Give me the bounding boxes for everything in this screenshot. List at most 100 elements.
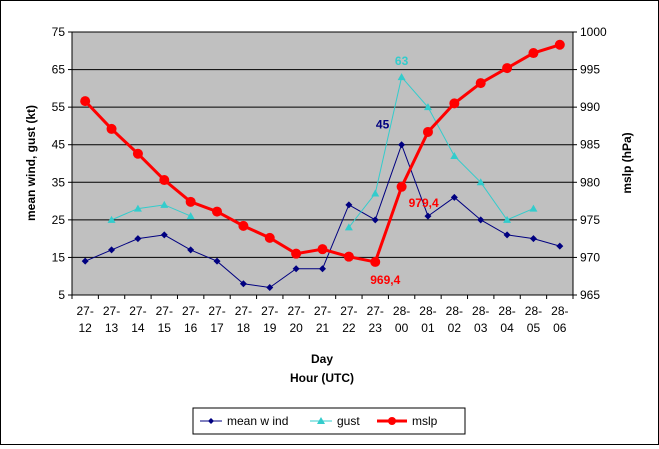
data-point-triangle (450, 151, 459, 159)
data-label: 979,4 (409, 196, 439, 210)
y2-axis-title: mslp (hPa) (620, 132, 634, 193)
data-point-triangle (397, 73, 406, 81)
data-point-circle (185, 196, 196, 207)
x-tick-label-hour: 19 (263, 321, 277, 335)
x-tick-label-day: 27- (287, 304, 304, 318)
data-point-circle (475, 78, 486, 89)
data-point-diamond (345, 201, 353, 209)
data-label: 63 (395, 54, 409, 68)
data-point-circle (106, 123, 117, 134)
data-point-diamond (398, 141, 406, 149)
x-tick-label-hour: 05 (527, 321, 541, 335)
x-tick-label-hour: 21 (316, 321, 330, 335)
x-tick-label-day: 27- (103, 304, 120, 318)
x-tick-label-hour: 13 (105, 321, 119, 335)
y-axis-right: 965 970 975 980 985 990 995 1000 (572, 25, 607, 302)
y-axis-left: 5 15 25 35 45 55 65 75 (52, 25, 73, 302)
data-point-circle (449, 98, 460, 109)
series-gust (107, 73, 538, 231)
x-tick-label-hour: 00 (395, 321, 409, 335)
data-point-circle (80, 96, 91, 107)
legend-item-gust: gust (310, 414, 360, 428)
data-point-circle (132, 148, 143, 159)
annotations: 63 45 979,4 969,4 (370, 54, 439, 287)
series-layer (80, 39, 565, 291)
gridlines (72, 31, 573, 258)
data-point-diamond (213, 257, 221, 265)
x-tick-label-day: 27- (129, 304, 146, 318)
data-point-diamond (371, 216, 379, 224)
y-tick-label: 25 (52, 213, 66, 227)
data-point-circle (291, 248, 302, 259)
x-tick-label-day: 27- (340, 304, 357, 318)
y2-tick-label: 1000 (580, 25, 607, 39)
series-line (111, 204, 191, 221)
data-point-circle (317, 244, 328, 255)
data-point-triangle (529, 204, 538, 212)
x-tick-label-hour: 04 (500, 321, 514, 335)
data-point-diamond (108, 246, 116, 254)
series-mslp (80, 39, 565, 267)
legend-diamond-marker (208, 418, 214, 424)
y-tick-label: 75 (52, 25, 66, 39)
data-point-circle (264, 232, 275, 243)
y2-tick-label: 975 (580, 213, 600, 227)
y-tick-label: 35 (52, 175, 66, 189)
x-axis-title-hour: Hour (UTC) (290, 371, 354, 385)
x-tick-label-day: 28- (551, 304, 568, 318)
data-point-circle (212, 206, 223, 217)
data-point-triangle (423, 103, 432, 111)
data-point-triangle (503, 215, 512, 223)
y-tick-label: 65 (52, 63, 66, 77)
data-point-triangle (344, 223, 353, 231)
x-tick-label-day: 28- (472, 304, 489, 318)
legend-triangle-marker (317, 417, 325, 424)
x-tick-label-hour: 06 (553, 321, 567, 335)
data-point-triangle (160, 200, 169, 208)
data-point-diamond (503, 231, 511, 239)
data-point-circle (396, 181, 407, 192)
x-tick-label-day: 27- (235, 304, 252, 318)
y2-tick-label: 990 (580, 100, 600, 114)
legend-label-mean-wind: mean w ind (227, 414, 288, 428)
x-tick-label-hour: 18 (237, 321, 251, 335)
legend-item-mean-wind: mean w ind (200, 414, 288, 428)
data-point-triangle (107, 215, 116, 223)
y2-tick-label: 970 (580, 250, 600, 264)
x-tick-label-day: 28- (498, 304, 515, 318)
x-tick-label-hour: 03 (474, 321, 488, 335)
data-point-triangle (371, 189, 380, 197)
y2-tick-label: 985 (580, 138, 600, 152)
y-axis-title: mean wind, gust (kt) (24, 105, 38, 221)
data-point-diamond (81, 257, 89, 265)
y2-tick-label: 980 (580, 175, 600, 189)
legend-label-gust: gust (337, 414, 360, 428)
data-point-diamond (556, 242, 564, 250)
y2-tick-label: 995 (580, 63, 600, 77)
y2-tick-label: 965 (580, 288, 600, 302)
data-point-diamond (319, 265, 326, 273)
data-point-circle (159, 175, 170, 186)
data-point-circle (528, 48, 539, 59)
y-tick-label: 5 (58, 288, 65, 302)
x-tick-label-day: 27- (182, 304, 199, 318)
x-tick-label-day: 27- (77, 304, 94, 318)
x-tick-label-hour: 01 (421, 321, 435, 335)
data-point-diamond (477, 216, 485, 224)
data-point-circle (238, 220, 249, 231)
data-point-diamond (529, 235, 537, 243)
data-point-diamond (450, 193, 458, 201)
data-point-diamond (292, 265, 300, 273)
data-point-diamond (424, 212, 432, 220)
x-tick-label-day: 27- (367, 304, 384, 318)
x-tick-label-hour: 14 (131, 321, 145, 335)
x-tick-label-day: 27- (156, 304, 173, 318)
x-tick-label-hour: 22 (342, 321, 356, 335)
legend: mean w ind gust mslp (192, 407, 466, 435)
data-point-triangle (476, 178, 485, 186)
data-point-diamond (160, 231, 168, 239)
data-point-diamond (134, 235, 142, 243)
x-tick-label-day: 27- (208, 304, 225, 318)
